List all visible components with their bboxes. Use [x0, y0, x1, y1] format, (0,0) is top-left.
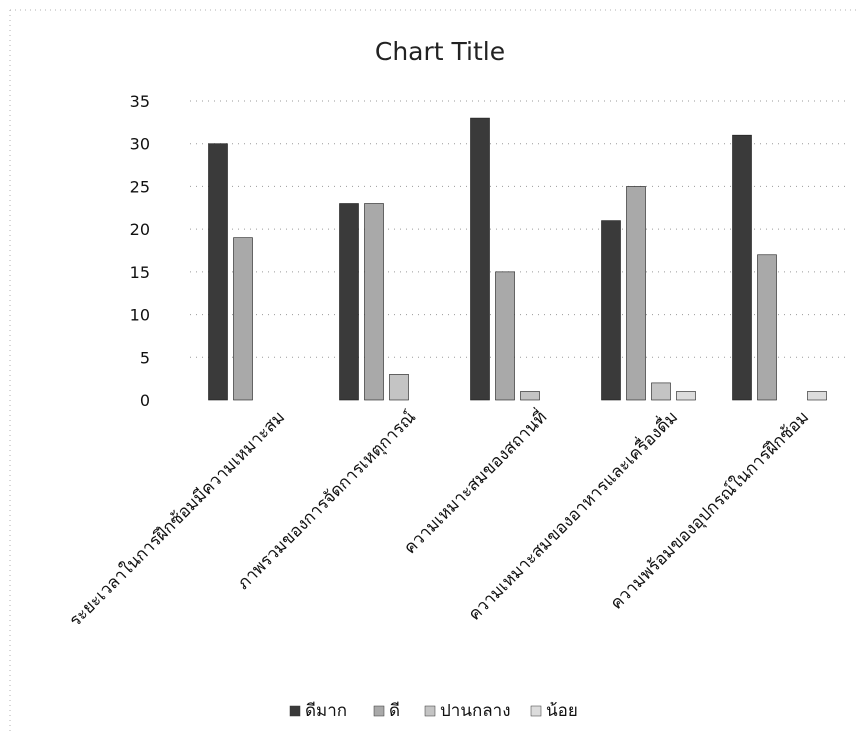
y-tick-label: 25: [130, 177, 150, 196]
y-tick-label: 15: [130, 263, 150, 282]
legend-swatch: [530, 705, 542, 717]
bar-1-series-2: [233, 237, 253, 401]
bar-2-series-2: [364, 203, 384, 401]
x-category-label: ความเหมาะสมของสถานที่: [398, 405, 551, 558]
y-tick-label: 30: [130, 135, 150, 154]
y-tick-label: 10: [130, 306, 150, 325]
bar-3-series-1: [470, 117, 490, 401]
bar-5-series-4: [807, 391, 827, 401]
legend-label: ดีมาก: [305, 701, 347, 721]
bar-4-series-4: [676, 391, 696, 401]
chart-frame: [9, 9, 857, 734]
bar-5-series-2: [757, 254, 777, 401]
y-tick-label: 35: [130, 92, 150, 111]
bar-1-series-1: [208, 143, 228, 401]
legend-swatch: [424, 705, 436, 717]
bar-5-series-1: [732, 134, 752, 401]
bar-3-series-2: [495, 271, 515, 401]
x-category-label: ความเหมาะสมของอาหารและเครื่องดื่ม: [462, 405, 682, 625]
x-category-label: ระยะเวลาในการฝึกซ้อมมีความเหมาะสม: [65, 407, 289, 631]
legend-swatch: [373, 705, 385, 717]
bar-4-series-3: [651, 382, 671, 401]
legend-label: น้อย: [546, 701, 578, 721]
bar-3-series-3: [520, 391, 540, 401]
bar-2-series-3: [389, 374, 409, 401]
legend-label: ปานกลาง: [440, 701, 511, 721]
chart-title: Chart Title: [375, 37, 505, 66]
legend: ดีมาก ดี ปานกลาง น้อย: [289, 701, 578, 721]
bar-2-series-1: [339, 203, 359, 401]
y-axis-ticks: 0 5 10 15 20 25 30 35: [130, 92, 150, 410]
y-tick-label: 20: [130, 220, 150, 239]
legend-label: ดี: [389, 701, 400, 721]
y-tick-label: 5: [140, 348, 150, 367]
x-axis-category-labels: ระยะเวลาในการฝึกซ้อมมีความเหมาะสมภาพรวมข…: [65, 405, 813, 631]
bar-4-series-2: [626, 186, 646, 401]
bar-4-series-1: [601, 220, 621, 401]
legend-swatch: [289, 705, 301, 717]
bars: [208, 117, 827, 401]
y-tick-label: 0: [140, 391, 150, 410]
